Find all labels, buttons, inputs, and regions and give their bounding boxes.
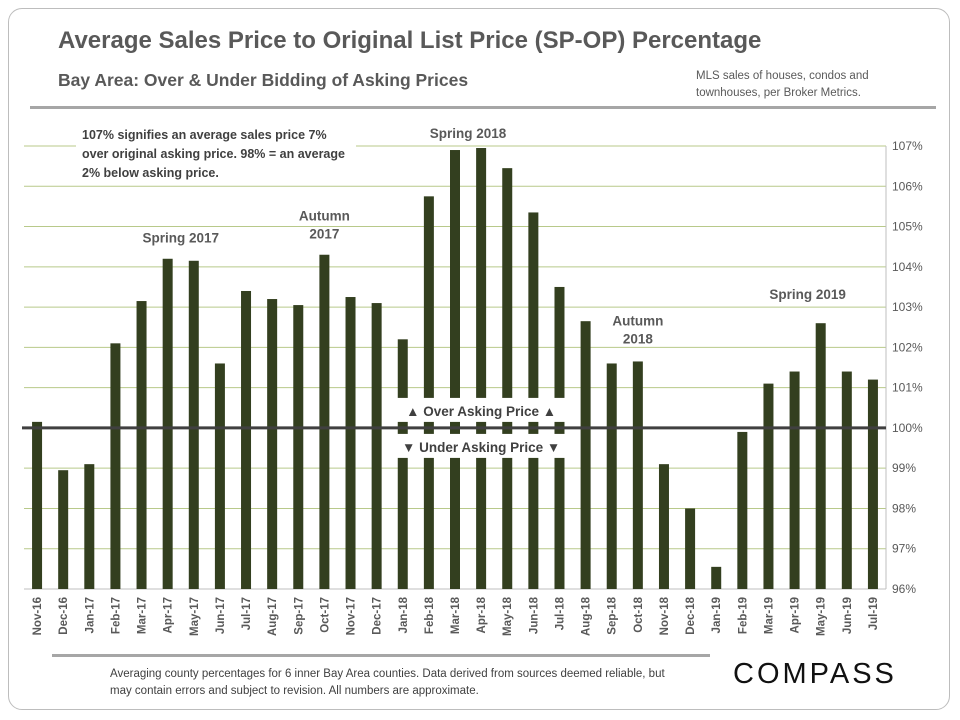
annotation-label: Autumn: [299, 209, 350, 224]
bar-aug-17: [267, 299, 278, 589]
x-tick-label: Dec-17: [372, 597, 384, 635]
x-tick-label: Feb-18: [424, 596, 436, 634]
x-tick-label: Jun-17: [215, 597, 227, 634]
y-tick-label: 104%: [892, 260, 923, 274]
bar-aug-18: [580, 321, 591, 589]
x-tick-label: Dec-18: [685, 596, 697, 634]
x-tick-label: Jun-18: [528, 596, 540, 634]
y-tick-label: 99%: [892, 461, 916, 475]
bar-apr-17: [162, 258, 173, 589]
x-tick-label: Jan-18: [398, 596, 410, 633]
x-tick-label: Dec-16: [58, 597, 70, 635]
x-tick-label: Oct-17: [319, 597, 331, 633]
annotation-label: Spring 2019: [769, 287, 846, 302]
y-tick-label: 105%: [892, 220, 923, 234]
bar-jun-17: [214, 363, 225, 589]
x-tick-label: Aug-18: [581, 596, 593, 636]
annotation-label: 2017: [309, 227, 339, 242]
source-note: MLS sales of houses, condos and townhous…: [696, 70, 869, 99]
annotation-label: Spring 2018: [430, 126, 507, 141]
x-tick-label: May-19: [816, 597, 828, 636]
x-tick-label: Nov-18: [659, 596, 671, 635]
under-label-box: [391, 433, 572, 458]
y-tick-label: 96%: [892, 582, 916, 596]
bar-jan-17: [84, 464, 95, 589]
y-tick-label: 97%: [892, 542, 916, 556]
footer-divider: [52, 654, 710, 657]
over-asking-label: ▲ Over Asking Price ▲: [406, 404, 556, 419]
bar-mar-17: [136, 301, 147, 589]
explanation-note: 107% signifies an average sales price 7%…: [76, 124, 356, 185]
y-tick-label: 106%: [892, 179, 923, 193]
x-tick-label: Jan-17: [84, 597, 96, 633]
annotation-label: 2018: [623, 331, 654, 346]
bar-nov-16: [32, 421, 43, 589]
x-tick-label: Apr-18: [476, 596, 488, 633]
x-tick-label: Apr-19: [790, 597, 802, 633]
x-tick-label: Feb-19: [737, 597, 749, 634]
y-tick-label: 98%: [892, 501, 916, 515]
x-tick-label: Mar-18: [450, 596, 462, 634]
bar-may-18: [502, 168, 513, 589]
y-tick-label: 101%: [892, 381, 923, 395]
bar-jan-18: [397, 339, 408, 589]
y-tick-label: 100%: [892, 421, 923, 435]
x-tick-label: Jun-19: [842, 597, 854, 634]
slide-frame: [8, 8, 950, 710]
bar-nov-18: [658, 464, 669, 589]
bar-dec-17: [371, 303, 382, 589]
x-tick-label: Mar-19: [763, 597, 775, 634]
bar-nov-17: [345, 297, 356, 589]
bar-jan-19: [711, 566, 722, 589]
bar-oct-18: [632, 361, 643, 589]
page-title: Average Sales Price to Original List Pri…: [58, 27, 762, 54]
bar-oct-17: [319, 254, 330, 589]
bar-feb-17: [110, 343, 121, 589]
x-tick-label: Jul-17: [241, 597, 253, 630]
bar-jun-19: [841, 371, 852, 589]
x-tick-label: Sep-17: [293, 597, 305, 635]
x-tick-label: Jul-18: [554, 596, 566, 630]
bar-may-17: [188, 260, 199, 589]
x-tick-label: May-17: [189, 597, 201, 636]
compass-logo: COMPASS: [733, 658, 897, 690]
x-tick-label: Feb-17: [110, 597, 122, 634]
x-tick-label: Aug-17: [267, 597, 279, 636]
x-tick-label: Apr-17: [163, 597, 175, 633]
annotation-label: Autumn: [612, 313, 663, 328]
bar-apr-18: [476, 148, 487, 589]
bar-feb-18: [423, 196, 434, 589]
x-tick-label: Sep-18: [607, 596, 619, 634]
bar-may-19: [815, 323, 826, 589]
x-tick-label: Jan-19: [711, 597, 723, 633]
x-tick-label: Mar-17: [137, 597, 149, 634]
x-tick-label: Oct-18: [633, 596, 645, 632]
over-label-box: [395, 397, 568, 422]
y-tick-label: 107%: [892, 139, 923, 153]
page-subtitle: Bay Area: Over & Under Bidding of Asking…: [58, 70, 469, 90]
bar-mar-18: [450, 150, 460, 589]
x-tick-label: Jul-19: [868, 597, 880, 630]
bar-mar-19: [763, 383, 774, 589]
annotation-label: Spring 2017: [142, 231, 219, 246]
bar-jul-17: [241, 290, 252, 589]
bar-sep-18: [606, 363, 617, 589]
footer-disclaimer: Averaging county percentages for 6 inner…: [110, 668, 665, 697]
x-tick-label: Nov-17: [346, 597, 358, 635]
bar-apr-19: [789, 371, 800, 589]
bar-sep-17: [293, 305, 304, 589]
x-tick-label: Nov-16: [32, 597, 44, 635]
under-asking-label: ▼ Under Asking Price ▼: [402, 440, 560, 455]
header-divider: [30, 106, 936, 109]
bar-jul-19: [867, 379, 878, 589]
bar-dec-18: [685, 508, 696, 589]
bar-feb-19: [737, 431, 748, 589]
bar-dec-16: [58, 470, 69, 589]
x-tick-label: May-18: [502, 596, 514, 636]
y-tick-label: 102%: [892, 340, 923, 354]
y-tick-label: 103%: [892, 300, 923, 314]
